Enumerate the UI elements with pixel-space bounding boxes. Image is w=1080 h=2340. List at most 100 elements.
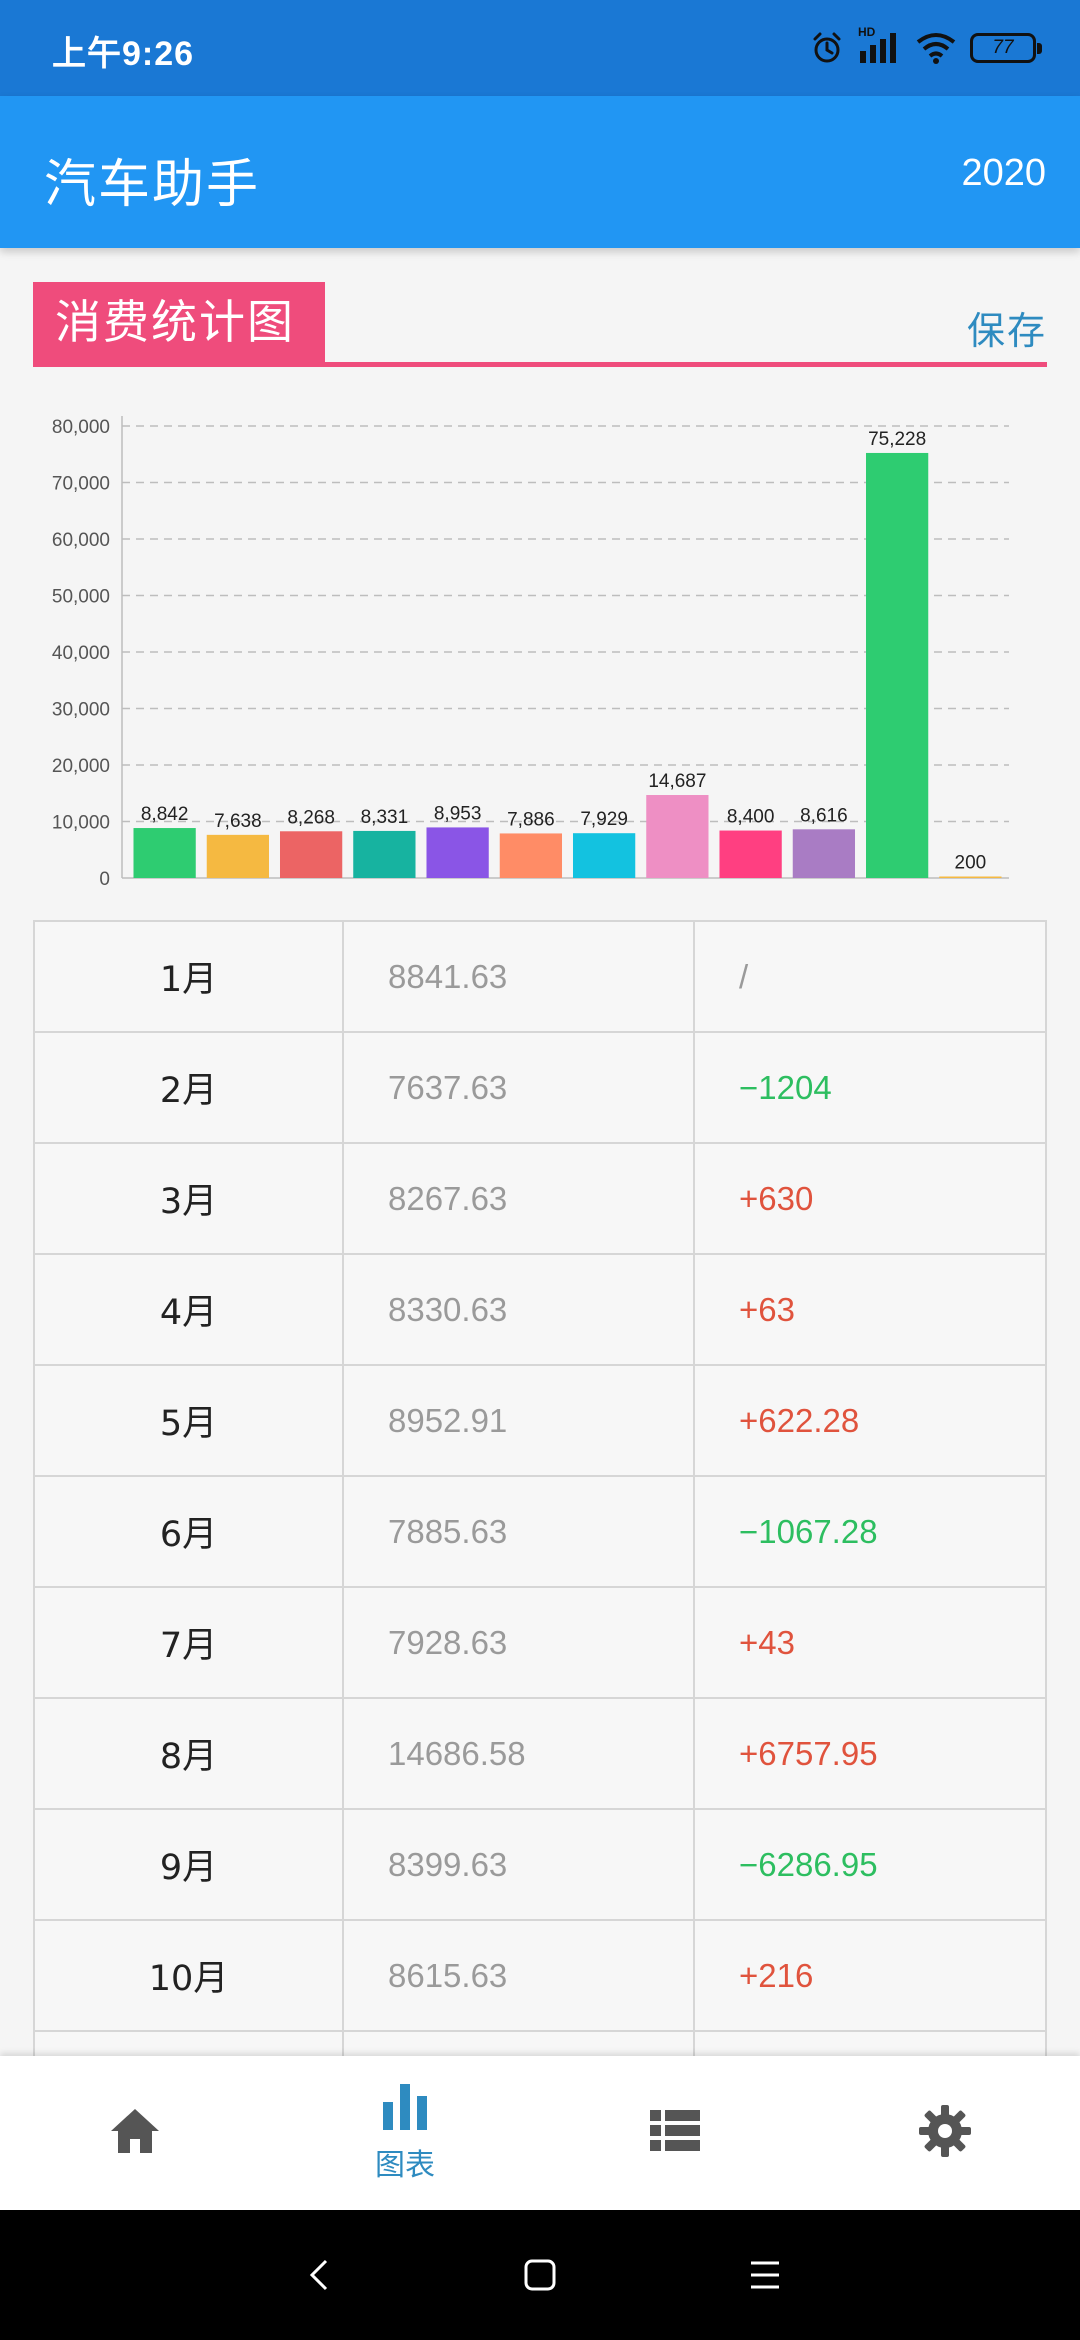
- app-title: 汽车助手: [44, 155, 261, 215]
- month-cell: 10月: [35, 1921, 344, 2032]
- table-row: 10月 8615.63 +216: [35, 1921, 1047, 2032]
- month-cell: 2月: [35, 1033, 344, 1144]
- diff-cell: +6757.95: [695, 1699, 1047, 1810]
- bar-value-label: 7,886: [507, 809, 555, 830]
- bar-value-label: 8,616: [800, 805, 848, 826]
- save-button[interactable]: 保存: [966, 309, 1047, 353]
- bar-chart-icon: [380, 2082, 430, 2134]
- bar: [646, 795, 709, 878]
- diff-cell: −1204: [695, 1033, 1047, 1144]
- nav-item-list[interactable]: [540, 2056, 810, 2210]
- bar: [719, 830, 782, 878]
- home-square-icon[interactable]: [510, 2245, 570, 2305]
- month-cell: 7月: [35, 1588, 344, 1699]
- month-cell: 9月: [35, 1810, 344, 1921]
- bar-value-label: 8,400: [727, 807, 775, 828]
- amount-cell: 8330.63: [344, 1255, 695, 1366]
- bar-value-label: 8,842: [141, 804, 189, 825]
- y-tick-label: 40,000: [52, 643, 110, 664]
- table-row: 2月 7637.63 −1204: [35, 1033, 1047, 1144]
- bar-value-label: 8,268: [287, 807, 335, 828]
- y-tick-label: 20,000: [52, 756, 110, 777]
- bar: [426, 827, 489, 878]
- diff-cell: +216: [695, 1921, 1047, 2032]
- diff-cell: +622.28: [695, 1366, 1047, 1477]
- bar: [133, 828, 196, 878]
- month-cell: 1月: [35, 922, 344, 1033]
- month-cell: 6月: [35, 1477, 344, 1588]
- bar-value-label: 200: [955, 853, 987, 874]
- amount-cell: 8615.63: [344, 1921, 695, 2032]
- section-underline: [33, 362, 1047, 367]
- battery-icon: 77: [970, 33, 1042, 63]
- nav-label-chart: 图表: [375, 2148, 435, 2183]
- bar-value-label: 8,953: [434, 803, 482, 824]
- nav-item-home[interactable]: [0, 2056, 270, 2210]
- y-tick-label: 0: [99, 869, 110, 890]
- table-row: 5月 8952.91 +622.28: [35, 1366, 1047, 1477]
- bar: [279, 831, 343, 878]
- table-row: 8月 14686.58 +6757.95: [35, 1699, 1047, 1810]
- y-tick-label: 50,000: [52, 587, 110, 608]
- status-bar: 上午9:26 HD: [0, 0, 1080, 96]
- diff-cell: −1067.28: [695, 1477, 1047, 1588]
- month-cell: 4月: [35, 1255, 344, 1366]
- table-row: 4月 8330.63 +63: [35, 1255, 1047, 1366]
- status-icons: HD 77: [810, 25, 1042, 70]
- y-tick-label: 30,000: [52, 700, 110, 721]
- amount-cell: 8841.63: [344, 922, 695, 1033]
- system-nav-bar: [0, 2210, 1080, 2340]
- bar-value-label: 8,331: [361, 807, 409, 828]
- table-row: 9月 8399.63 −6286.95: [35, 1810, 1047, 1921]
- bar-value-label: 7,638: [214, 811, 262, 832]
- bar: [499, 833, 563, 878]
- amount-cell: 7637.63: [344, 1033, 695, 1144]
- amount-cell: 7928.63: [344, 1588, 695, 1699]
- bar: [353, 830, 416, 878]
- nav-item-settings[interactable]: [810, 2056, 1080, 2210]
- bar-value-label: 75,228: [868, 429, 926, 450]
- home-icon: [107, 2105, 163, 2161]
- month-cell: 5月: [35, 1366, 344, 1477]
- diff-cell: +43: [695, 1588, 1047, 1699]
- network-badge: HD: [858, 25, 876, 39]
- section-title: 消费统计图: [33, 282, 325, 362]
- diff-cell: −6286.95: [695, 1810, 1047, 1921]
- amount-cell: 8267.63: [344, 1144, 695, 1255]
- bar: [939, 876, 1002, 878]
- table-row: 7月 7928.63 +43: [35, 1588, 1047, 1699]
- app-bar: 汽车助手 2020: [0, 96, 1080, 248]
- amount-cell: 8952.91: [344, 1366, 695, 1477]
- bottom-nav: 图表: [0, 2056, 1080, 2210]
- diff-cell: +63: [695, 1255, 1047, 1366]
- list-icon: [650, 2110, 700, 2156]
- month-cell: 8月: [35, 1699, 344, 1810]
- bar-value-label: 7,929: [580, 809, 628, 830]
- menu-icon[interactable]: [735, 2245, 795, 2305]
- status-time: 上午9:26: [52, 35, 195, 73]
- alarm-icon: [810, 31, 844, 65]
- consumption-bar-chart: 0 10,000 20,000 30,000 40,000 50,000 60,000 70,…: [24, 400, 1034, 900]
- section-header: 消费统计图 保存: [33, 282, 1047, 370]
- amount-cell: 7885.63: [344, 1477, 695, 1588]
- back-icon[interactable]: [290, 2245, 350, 2305]
- y-tick-label: 60,000: [52, 530, 110, 551]
- gear-icon: [917, 2103, 973, 2163]
- year-selector[interactable]: 2020: [961, 152, 1046, 194]
- amount-cell: 8399.63: [344, 1810, 695, 1921]
- y-tick-label: 10,000: [52, 813, 110, 834]
- nav-item-chart[interactable]: 图表: [270, 2056, 540, 2210]
- y-tick-label: 70,000: [52, 474, 110, 495]
- bar-value-label: 14,687: [648, 771, 706, 792]
- chart-svg: 0 10,000 20,000 30,000 40,000 50,000 60,000 70,…: [52, 416, 1009, 890]
- diff-cell: +630: [695, 1144, 1047, 1255]
- wifi-icon: [916, 32, 956, 64]
- bar: [792, 829, 856, 878]
- month-cell: 3月: [35, 1144, 344, 1255]
- monthly-table: 1月 8841.63/2月 7637.63 −1204 3月 8267.63 +630 4月 8…: [33, 920, 1047, 2143]
- y-tick-label: 80,000: [52, 417, 110, 438]
- table-row: 1月 8841.63/: [35, 922, 1047, 1033]
- diff-cell: /: [695, 922, 1047, 1033]
- bar: [206, 834, 270, 878]
